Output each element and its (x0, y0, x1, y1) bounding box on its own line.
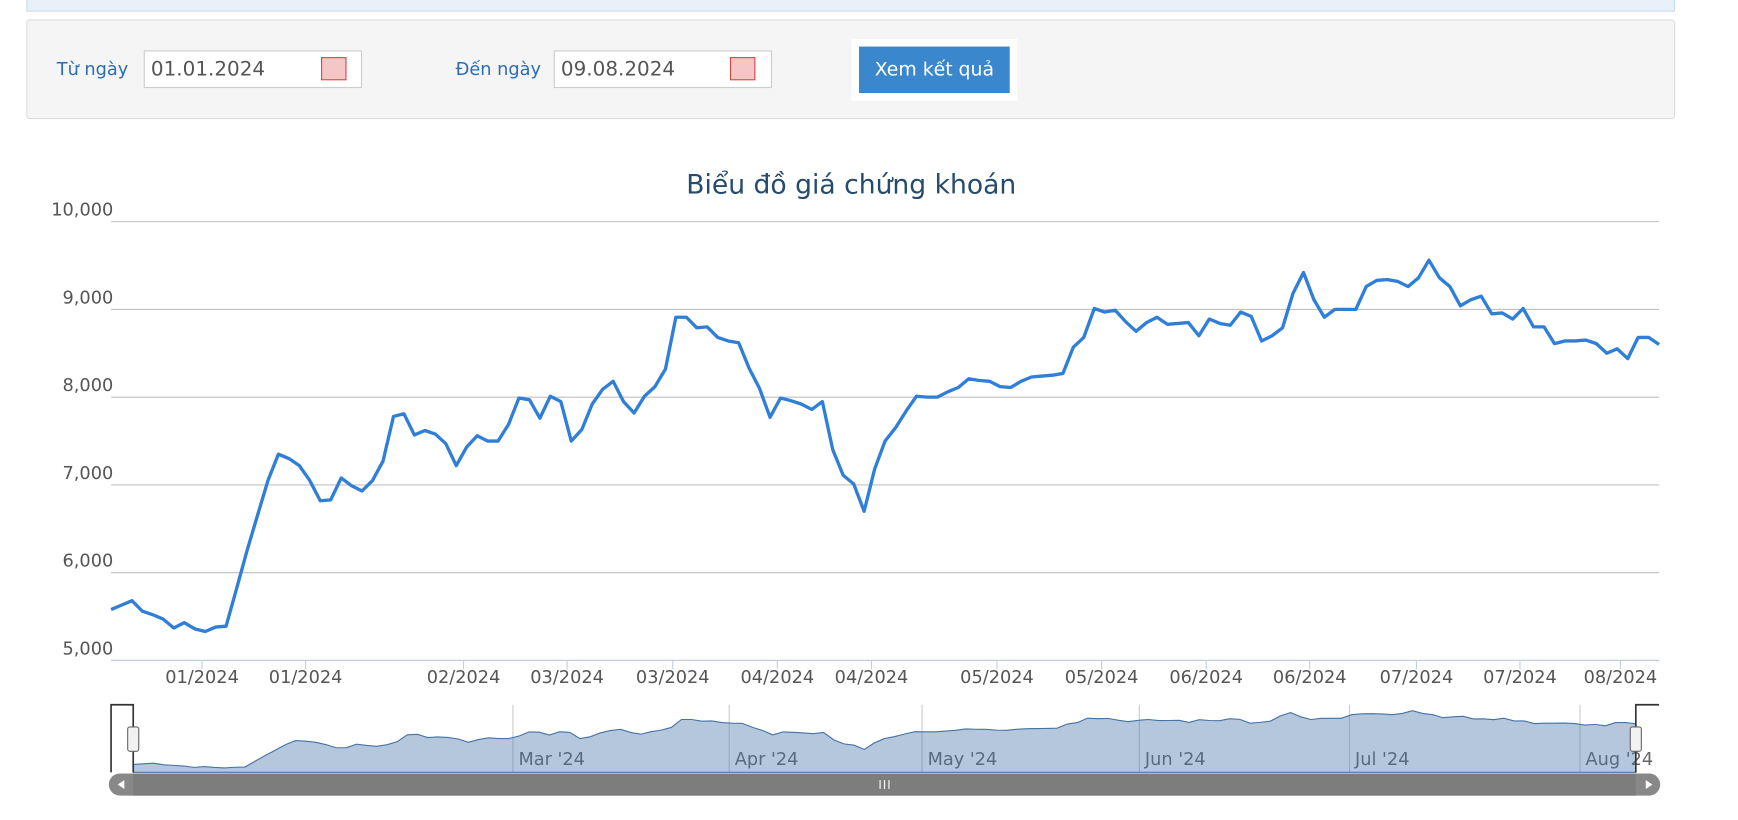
navigator-label: Mar '24 (518, 750, 584, 770)
scroll-grip (879, 780, 890, 789)
filter-panel (26, 19, 1676, 120)
navigator-label: Jul '24 (1354, 750, 1409, 770)
x-tick-label: 05/2024 (1065, 668, 1139, 688)
calendar-icon[interactable] (729, 57, 756, 81)
x-tick-label: 02/2024 (427, 668, 501, 688)
x-tick-label: 07/2024 (1483, 668, 1557, 688)
navigator-label: May '24 (928, 750, 998, 770)
y-tick-label: 9,000 (63, 288, 114, 308)
x-tick-label: 03/2024 (530, 668, 604, 688)
navigator-area (132, 710, 1637, 773)
y-tick-label: 10,000 (51, 201, 113, 221)
navigator-label: Jun '24 (1144, 750, 1206, 770)
x-tick-label: 06/2024 (1169, 668, 1243, 688)
y-tick-label: 5,000 (63, 639, 114, 659)
x-tick-label: 01/2024 (165, 668, 239, 688)
calendar-icon[interactable] (321, 57, 347, 81)
y-tick-label: 7,000 (63, 464, 114, 484)
from-label: Từ ngày (56, 60, 129, 80)
x-tick-label: 03/2024 (636, 668, 710, 688)
navigator-label: Apr '24 (735, 750, 799, 770)
x-tick-label: 05/2024 (960, 668, 1034, 688)
scroll-left (117, 780, 125, 789)
chart-title: Biểu đồ giá chứng khoán (686, 170, 1016, 201)
scroll-right (1645, 780, 1653, 789)
to-value: 09.08.2024 (561, 56, 675, 80)
to-label: Đến ngày (456, 59, 541, 80)
x-tick-label: 07/2024 (1380, 668, 1454, 688)
x-tick-label: 06/2024 (1273, 668, 1347, 688)
x-tick-label: 04/2024 (741, 668, 815, 688)
price-line (110, 258, 1661, 634)
from-value: 01.01.2024 (151, 56, 265, 80)
y-tick-label: 8,000 (63, 376, 114, 396)
top-bar (26, 0, 1676, 12)
y-tick-label: 6,000 (63, 552, 114, 572)
x-tick-label: 08/2024 (1584, 668, 1658, 688)
navigator-handle[interactable] (127, 726, 140, 752)
x-tick-label: 04/2024 (835, 668, 909, 688)
submit-button[interactable] (859, 46, 1010, 94)
navigator-handle[interactable] (1629, 726, 1642, 752)
submit-label: Xem kết quả (875, 58, 994, 80)
x-tick-label: 01/2024 (269, 668, 343, 688)
